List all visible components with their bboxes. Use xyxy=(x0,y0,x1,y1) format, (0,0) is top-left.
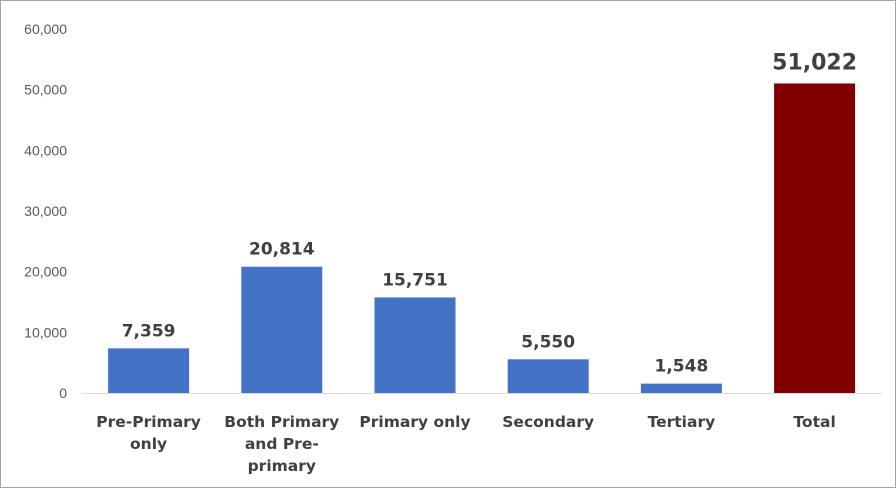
y-tick-label: 30,000 xyxy=(24,203,67,219)
x-tick-label: Both Primary and Pre-primary xyxy=(224,413,339,475)
y-tick-label: 0 xyxy=(59,385,67,401)
y-tick-label: 50,000 xyxy=(24,82,67,98)
y-tick-label: 60,000 xyxy=(24,21,67,37)
bar xyxy=(640,383,722,393)
x-tick-label-line: Tertiary xyxy=(648,413,716,431)
y-axis: 0 10,000 20,000 30,000 40,000 50,000 60,000 xyxy=(24,21,67,401)
x-tick-label-line: and Pre- xyxy=(245,435,319,453)
data-label: 5,550 xyxy=(521,332,575,352)
y-tick-label: 40,000 xyxy=(24,142,67,158)
x-tick-label-line: Pre-Primary xyxy=(96,413,201,431)
x-tick-label: Tertiary xyxy=(648,413,716,431)
x-tick-label-line: Total xyxy=(793,413,835,431)
x-tick-label: Primary only xyxy=(359,413,470,431)
x-tick-label-line: primary xyxy=(248,457,316,475)
bar xyxy=(108,348,190,393)
x-tick-label: Secondary xyxy=(502,413,594,431)
data-label: 7,359 xyxy=(122,321,176,341)
data-label: 1,548 xyxy=(655,357,709,377)
x-tick-label-line: Both Primary xyxy=(224,413,339,431)
bar-series: 7,359 20,814 15,751 5,550 1,548 51,022 xyxy=(108,50,857,394)
x-tick-label-line: Primary only xyxy=(359,413,470,431)
bar xyxy=(374,297,456,393)
x-tick-label-line: Secondary xyxy=(502,413,594,431)
bar xyxy=(241,266,323,393)
data-label: 51,022 xyxy=(772,50,857,75)
y-tick-label: 20,000 xyxy=(24,264,67,280)
y-tick-label: 10,000 xyxy=(24,324,67,340)
x-tick-label: Pre-Primary only xyxy=(96,413,201,453)
x-axis: Pre-Primary only Both Primary and Pre-prima… xyxy=(82,393,882,475)
bar xyxy=(507,359,589,393)
bar xyxy=(774,83,856,394)
x-tick-label-line: only xyxy=(130,435,167,453)
x-tick-label: Total xyxy=(793,413,835,431)
data-label: 20,814 xyxy=(249,240,315,260)
data-label: 15,751 xyxy=(382,270,448,290)
